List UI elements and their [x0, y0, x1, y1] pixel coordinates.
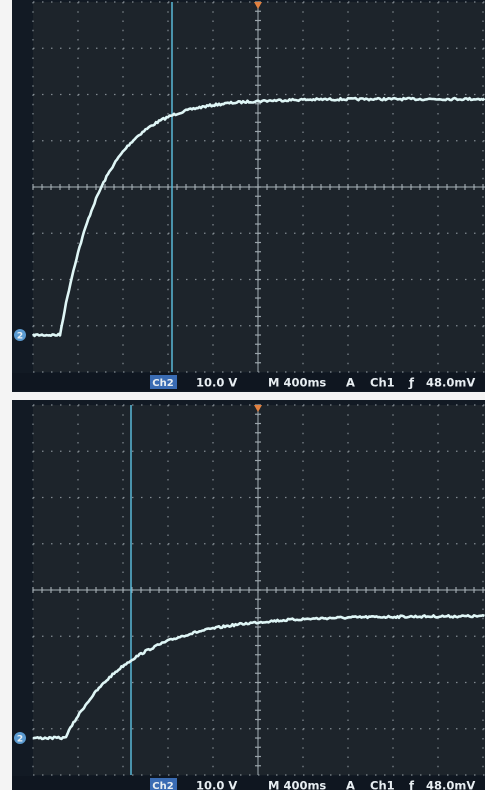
- status-trigger-source: Ch1: [370, 779, 395, 790]
- channel-marker: 2: [17, 735, 23, 745]
- status-trigger-slope: ƒ: [408, 376, 415, 390]
- status-trigger-source: Ch1: [370, 376, 395, 390]
- status-trigger-level: 48.0mV: [426, 779, 475, 790]
- status-channel: Ch2: [152, 378, 173, 389]
- scope-screen: 2 Ch2 10.0 V M 400ms A Ch1 ƒ 48.0mV: [12, 0, 485, 392]
- status-bar: [12, 373, 485, 391]
- status-trigger-mode: A: [346, 376, 355, 390]
- status-volts: 10.0 V: [196, 376, 237, 390]
- status-trigger-mode: A: [346, 779, 355, 790]
- status-trigger-slope: ƒ: [408, 779, 415, 790]
- scope-screen: 2 Ch2 10.0 V M 400ms A Ch1 ƒ 48.0mV: [12, 400, 485, 790]
- status-bar: [12, 776, 485, 790]
- channel-marker: 2: [17, 332, 23, 342]
- status-timebase: M 400ms: [268, 779, 326, 790]
- status-trigger-level: 48.0mV: [426, 376, 475, 390]
- page: 2 Ch2 10.0 V M 400ms A Ch1 ƒ 48.0mV 2 Ch2 10.0 V M …: [0, 0, 485, 790]
- status-channel: Ch2: [152, 781, 173, 790]
- status-timebase: M 400ms: [268, 376, 326, 390]
- status-volts: 10.0 V: [196, 779, 237, 790]
